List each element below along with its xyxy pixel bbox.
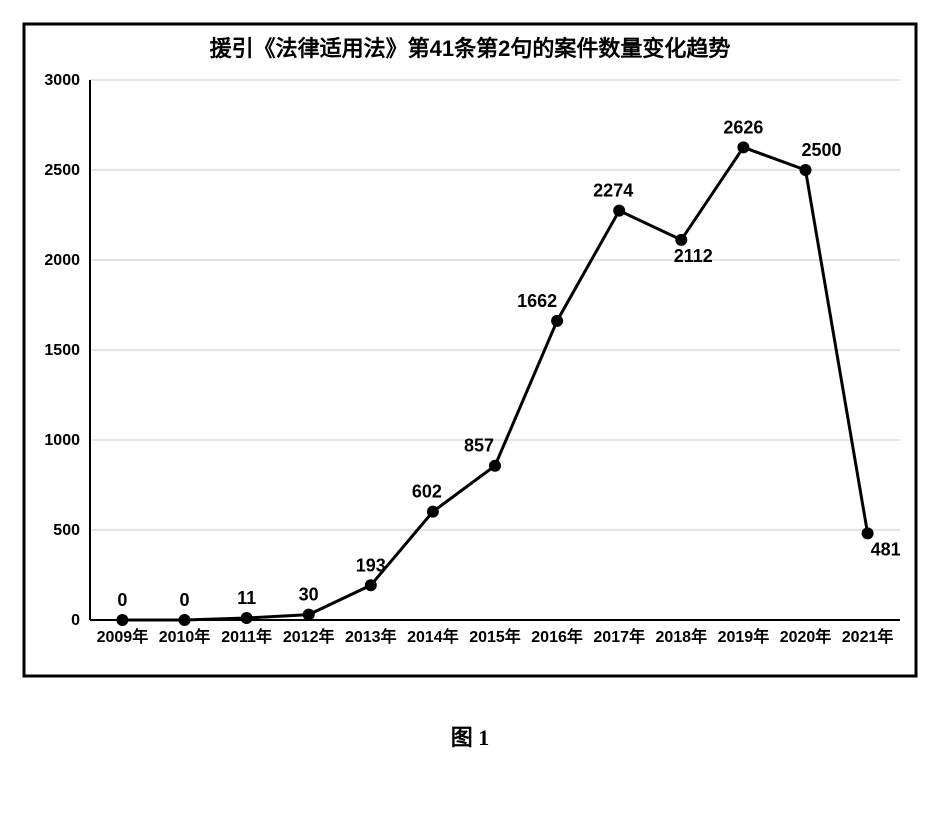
data-label: 857 [464,436,494,456]
data-marker [613,205,625,217]
line-chart: 援引《法律适用法》第41条第2句的案件数量变化趋势 0 500 1000 1500 200… [20,20,920,680]
data-label: 481 [871,539,901,559]
x-tick-label: 2021年 [842,627,894,646]
chart-title: 援引《法律适用法》第41条第2句的案件数量变化趋势 [210,36,731,61]
data-label: 2112 [674,246,713,266]
data-label: 30 [299,585,319,605]
data-marker [365,579,377,591]
data-label: 0 [179,590,189,610]
x-tick-label: 2015年 [469,627,521,646]
x-tick-label: 2019年 [718,627,770,646]
data-marker [862,527,874,539]
data-label: 2274 [593,181,633,201]
data-label: 11 [237,588,256,608]
y-tick-label: 2000 [44,252,80,269]
y-tick-label: 0 [71,612,80,629]
x-tick-label: 2012年 [283,627,335,646]
x-tick-label: 2010年 [159,627,211,646]
data-label: 2500 [801,140,841,160]
x-tick-label: 2020年 [780,627,832,646]
data-marker [551,315,563,327]
data-marker [489,460,501,472]
data-marker [241,612,253,624]
data-marker [737,141,749,153]
y-tick-label: 1000 [44,432,80,449]
x-tick-label: 2018年 [655,627,707,646]
data-label: 193 [356,555,386,575]
y-tick-label: 1500 [44,342,80,359]
x-tick-label: 2013年 [345,627,397,646]
data-label: 602 [412,482,442,502]
data-marker [179,614,191,626]
data-marker [800,164,812,176]
x-tick-label: 2011年 [221,627,272,646]
x-tick-label: 2014年 [407,627,459,646]
y-tick-label: 3000 [44,72,80,89]
data-label: 1662 [517,291,557,311]
x-tick-label: 2009年 [97,627,149,646]
caption-text: 图 1 [451,725,490,750]
data-marker [427,506,439,518]
data-marker [116,614,128,626]
data-label: 0 [117,590,127,610]
data-marker [675,234,687,246]
x-tick-label: 2016年 [531,627,583,646]
data-label: 2626 [723,117,763,137]
y-tick-label: 500 [53,522,80,539]
chart-container: 援引《法律适用法》第41条第2句的案件数量变化趋势 0 500 1000 1500 200… [20,20,920,752]
x-tick-label: 2017年 [593,627,645,646]
data-marker [303,609,315,621]
figure-caption: 图 1 [20,720,920,752]
y-tick-label: 2500 [44,162,80,179]
